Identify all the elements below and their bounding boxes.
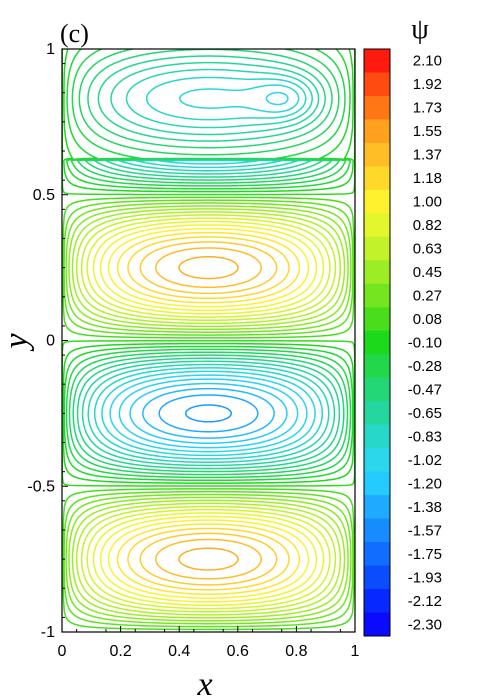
colorbar-level-label: 1.55 <box>413 123 442 140</box>
contour-line <box>107 227 310 599</box>
x-axis-title: x <box>196 666 212 698</box>
colorbar-swatch <box>364 565 390 590</box>
contour-line <box>63 49 354 482</box>
colorbar-swatch <box>364 354 390 379</box>
colorbar-swatch <box>364 213 390 238</box>
colorbar-swatch <box>364 589 390 613</box>
y-tick-label: 0.5 <box>33 187 55 204</box>
contour-line <box>86 217 331 610</box>
x-tick-label: 1 <box>351 643 360 660</box>
y-axis-title: y <box>0 333 35 352</box>
colorbar-level-label: 1.37 <box>413 147 442 164</box>
colorbar-swatch <box>364 283 390 308</box>
contour-line <box>71 208 346 619</box>
colorbar-swatch <box>364 72 390 97</box>
colorbar-level-label: -1.93 <box>408 569 442 586</box>
contour-line <box>75 211 342 616</box>
contour-line <box>65 49 352 479</box>
contour-line <box>63 199 354 628</box>
x-tick-label: 0.6 <box>227 643 249 660</box>
colorbar-level-label: -0.10 <box>408 335 442 352</box>
colorbar-level-label: -0.47 <box>408 381 442 398</box>
colorbar-swatch <box>364 166 390 191</box>
colorbar-swatch <box>364 518 390 543</box>
contour-line <box>76 55 341 470</box>
contour-line <box>184 404 233 423</box>
colorbar-level-label: -1.38 <box>408 499 442 516</box>
y-tick-label: 0 <box>46 333 55 350</box>
colorbar-level-label: 0.63 <box>413 241 442 258</box>
colorbar-swatch <box>364 471 390 496</box>
contour-line <box>80 214 337 613</box>
colorbar-swatch <box>364 330 390 355</box>
contour-line <box>92 220 325 607</box>
x-tick-label: 0.4 <box>168 643 190 660</box>
colorbar-level-label: 0.82 <box>413 217 442 234</box>
colorbar-swatch <box>364 448 390 473</box>
colorbar-level-label: 1.73 <box>413 100 442 117</box>
colorbar-level-label: 1.92 <box>413 76 442 93</box>
colorbar-level-label: 0.45 <box>413 264 442 281</box>
y-tick-label: -0.5 <box>27 478 55 495</box>
x-tick-label: 0 <box>58 643 67 660</box>
colorbar-level-label: -1.02 <box>408 452 442 469</box>
contour-line <box>155 247 262 580</box>
contour-lines <box>62 49 355 631</box>
contour-line <box>142 387 275 439</box>
contour-line <box>178 255 239 571</box>
colorbar-swatch <box>364 119 390 144</box>
colorbar-swatch <box>364 542 390 566</box>
colorbar-swatch <box>364 142 390 167</box>
colorbar-swatch <box>364 260 390 285</box>
contour-line <box>99 224 318 603</box>
colorbar-swatch <box>364 95 390 120</box>
colorbar-level-label: -1.20 <box>408 475 442 492</box>
colorbar-swatch <box>364 424 390 449</box>
colorbar-level-label: -0.83 <box>408 428 442 445</box>
colorbar-level-label: 0.08 <box>413 311 442 328</box>
colorbar-level-label: 2.10 <box>413 53 442 70</box>
x-tick-label: 0.2 <box>109 643 131 660</box>
panel-label: (c) <box>60 19 89 48</box>
colorbar-level-label: 0.27 <box>413 288 442 305</box>
contour-line <box>118 378 299 449</box>
contour-line <box>139 241 278 586</box>
contour-line <box>158 394 259 433</box>
colorbar-level-label: -1.75 <box>408 546 442 563</box>
y-tick-label: -1 <box>41 624 55 641</box>
contour-line <box>129 382 288 444</box>
colorbar-level-label: -0.65 <box>408 405 442 422</box>
colorbar-swatch <box>364 377 390 402</box>
colorbar-title: ψ <box>411 14 429 45</box>
colorbar-level-label: 1.00 <box>413 194 442 211</box>
colorbar-level-label: 1.18 <box>413 170 442 187</box>
y-tick-label: 1 <box>46 41 55 58</box>
x-axis-ticks: 0 0.2 0.4 0.6 0.8 1 <box>58 626 360 660</box>
colorbar-swatch <box>364 49 390 73</box>
contour-line <box>68 49 349 476</box>
colorbar: 2.10 1.92 1.73 1.55 1.37 1.18 1.00 0.82 0.63 0.45… <box>363 48 442 637</box>
colorbar-swatch <box>364 189 390 214</box>
colorbar-level-label: -2.30 <box>408 616 442 633</box>
y-axis-ticks: -1 -0.5 0 0.5 1 <box>27 41 68 641</box>
colorbar-swatch <box>364 307 390 332</box>
x-tick-label: 0.8 <box>285 643 307 660</box>
contour-line <box>127 236 290 591</box>
colorbar-level-label: -2.12 <box>408 593 442 610</box>
contour-line <box>72 49 345 473</box>
colorbar-swatch <box>364 401 390 426</box>
colorbar-level-label: -1.57 <box>408 522 442 539</box>
contour-line <box>65 202 352 625</box>
colorbar-frame <box>363 48 391 637</box>
contour-line <box>116 231 301 595</box>
colorbar-swatch <box>364 495 390 519</box>
contour-line <box>62 49 355 484</box>
colorbar-swatch <box>364 612 390 637</box>
contour-line <box>109 91 308 453</box>
contour-line <box>68 205 349 622</box>
colorbar-swatch <box>364 236 390 261</box>
contour-line <box>62 196 355 631</box>
colorbar-level-label: -0.28 <box>408 358 442 375</box>
